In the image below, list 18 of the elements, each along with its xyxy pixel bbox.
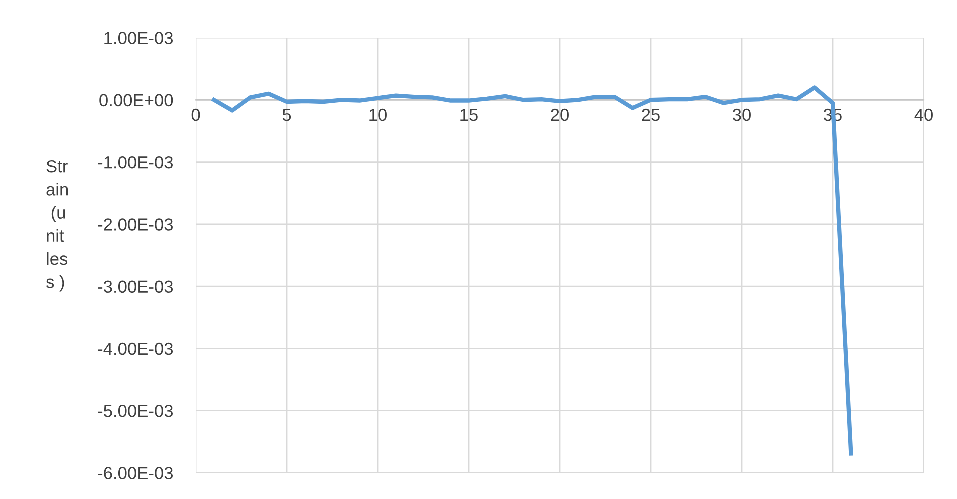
x-tick-label: 40 bbox=[914, 108, 933, 122]
y-tick-label: -2.00E-03 bbox=[98, 218, 174, 231]
y-tick-label: -3.00E-03 bbox=[98, 280, 174, 294]
x-tick-label: 25 bbox=[642, 108, 660, 122]
x-tick-label: 30 bbox=[733, 108, 751, 122]
y-tick-label: 1.00E-03 bbox=[104, 32, 174, 44]
x-tick-label: 10 bbox=[370, 108, 387, 122]
x-tick-label: 15 bbox=[460, 109, 478, 122]
y-tick-label: -1.00E-03 bbox=[98, 156, 174, 169]
y-tick-label: -5.00E-03 bbox=[98, 405, 174, 418]
x-tick-label: 20 bbox=[551, 108, 569, 122]
x-tick-label: 0 bbox=[192, 108, 200, 122]
y-tick-label: -6.00E-03 bbox=[98, 467, 174, 480]
y-tick-label: 0.00E+00 bbox=[100, 94, 174, 107]
line-series bbox=[212, 86, 854, 456]
y-axis-title: Strain (unitless ) bbox=[46, 160, 68, 292]
x-tick-label: 5 bbox=[282, 109, 292, 122]
y-tick-label: -4.00E-03 bbox=[98, 342, 174, 356]
